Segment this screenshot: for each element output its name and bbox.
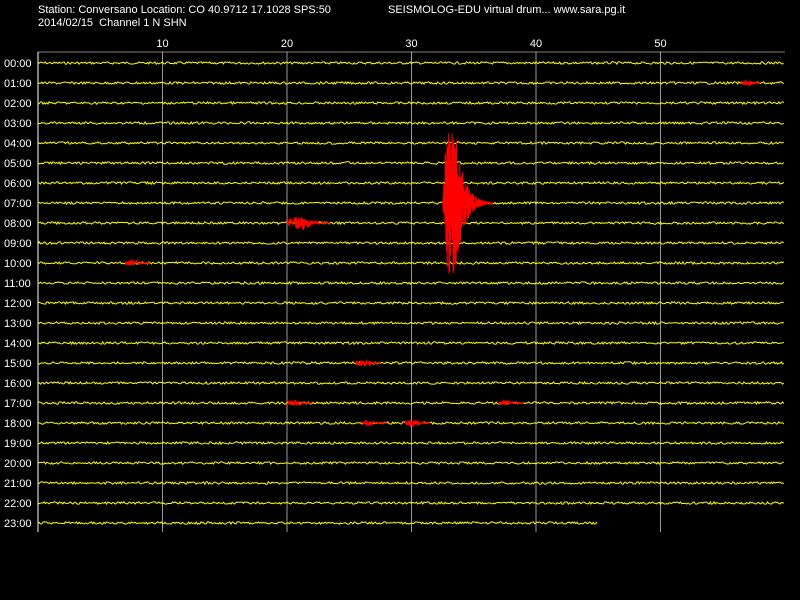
hourly-traces: [37, 60, 785, 526]
tick-label-20: 20: [281, 38, 293, 50]
hour-label: 12:00: [4, 298, 32, 310]
hour-label: 08:00: [4, 218, 32, 230]
hour-label: 03:00: [4, 118, 32, 130]
trace-17:00: [37, 400, 785, 406]
trace-14:00: [37, 340, 785, 346]
event-trace-3: [124, 258, 151, 266]
event-trace-5: [286, 399, 312, 407]
trace-03:00: [37, 120, 785, 126]
hour-label: 07:00: [4, 198, 32, 210]
trace-12:00: [37, 300, 784, 306]
hour-label: 19:00: [4, 438, 32, 450]
hour-label: 05:00: [4, 158, 32, 170]
trace-04:00: [37, 140, 784, 146]
trace-19:00: [37, 440, 784, 446]
trace-20:00: [37, 460, 784, 466]
trace-09:00: [37, 240, 785, 246]
trace-02:00: [37, 100, 785, 106]
grid-lines: [37, 51, 785, 532]
trace-15:00: [37, 360, 784, 366]
hour-label: 15:00: [4, 358, 32, 370]
event-traces: [124, 79, 760, 429]
tick-label-30: 30: [405, 38, 417, 50]
trace-05:00: [37, 160, 785, 166]
event-trace-6: [497, 398, 524, 407]
trace-11:00: [37, 280, 785, 286]
tick-label-10: 10: [156, 38, 168, 50]
minute-tick-labels: 10 20 30 40 50: [156, 38, 666, 50]
trace-06:00: [37, 180, 785, 186]
hour-label: 20:00: [4, 458, 32, 470]
event-trace-2: [286, 217, 331, 232]
station-info: Station: Conversano Location: CO 40.9712…: [38, 4, 331, 16]
hour-label: 23:00: [4, 518, 32, 530]
trace-08:00: [37, 220, 785, 226]
hour-label: 13:00: [4, 318, 32, 330]
hour-label: 16:00: [4, 378, 32, 390]
hour-label: 04:00: [4, 138, 32, 150]
hour-label: 09:00: [4, 238, 32, 250]
trace-21:00: [37, 480, 785, 486]
event-trace-1: [740, 79, 760, 88]
hour-label: 06:00: [4, 178, 32, 190]
event-trace-9: [442, 133, 493, 274]
trace-07:00: [37, 200, 784, 206]
tick-label-50: 50: [654, 38, 666, 50]
hour-label: 02:00: [4, 98, 32, 110]
trace-16:00: [37, 380, 785, 385]
date-channel-info: 2014/02/15 Channel 1 N SHN: [38, 17, 187, 29]
hour-label: 11:00: [4, 278, 31, 290]
event-trace-4: [354, 358, 381, 368]
hour-label: 01:00: [4, 78, 32, 90]
trace-23:00: [37, 521, 598, 526]
trace-22:00: [37, 500, 785, 506]
tick-label-40: 40: [530, 38, 542, 50]
trace-01:00: [37, 80, 785, 86]
product-title: SEISMOLOG-EDU virtual drum... www.sara.p…: [388, 4, 626, 16]
hour-label: 10:00: [4, 258, 32, 270]
event-trace-8: [404, 418, 431, 429]
event-trace-7: [361, 419, 387, 427]
hour-label: 18:00: [4, 418, 32, 430]
hour-labels: 00:00 01:00 02:00 03:00 04:00 05:00 06:00 07:00…: [4, 58, 32, 530]
hour-label: 14:00: [4, 338, 32, 350]
hour-label: 21:00: [4, 478, 32, 490]
hour-label: 22:00: [4, 498, 32, 510]
trace-00:00: [37, 60, 784, 66]
hour-label: 00:00: [4, 58, 32, 70]
hour-label: 17:00: [4, 398, 32, 410]
trace-10:00: [38, 260, 785, 266]
trace-13:00: [37, 320, 784, 326]
